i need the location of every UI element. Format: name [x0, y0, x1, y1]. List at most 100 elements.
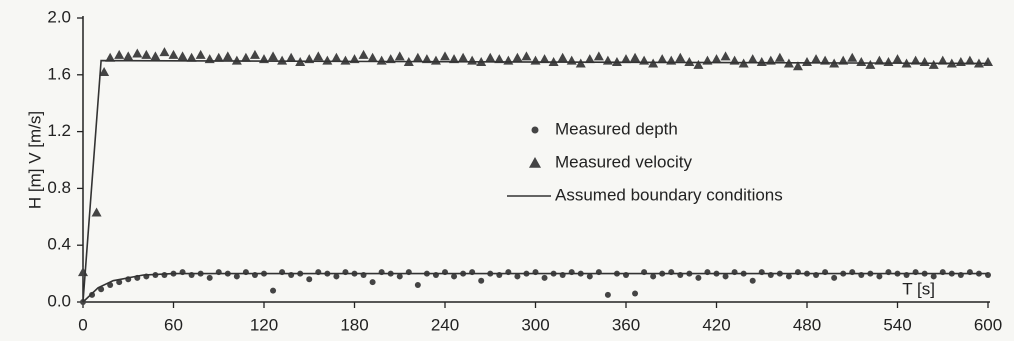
velocity-point [503, 55, 514, 65]
velocity-point [693, 59, 704, 69]
velocity-point [983, 57, 993, 67]
depth-point [604, 291, 611, 298]
x-tick-label: 360 [612, 315, 640, 334]
depth-point [514, 273, 521, 280]
velocity-point [249, 49, 260, 59]
depth-point [89, 291, 96, 298]
velocity-point [539, 54, 550, 64]
velocity-point [430, 55, 441, 65]
x-tick-label: 600 [974, 315, 1002, 334]
y-tick-label: 0.0 [47, 291, 71, 310]
y-axis-label: H [m] V [m/s] [25, 111, 44, 209]
velocity-point [847, 52, 858, 62]
depth-point [270, 287, 277, 294]
x-tick-label: 120 [250, 315, 278, 334]
velocity-point [494, 54, 505, 64]
depth-point [161, 272, 168, 279]
depth-point [478, 277, 485, 284]
velocity-point [331, 52, 342, 62]
x-tick-label: 240 [431, 315, 459, 334]
velocity-point [277, 55, 288, 65]
velocity-point [195, 49, 206, 59]
velocity-point [910, 55, 921, 65]
velocity-point [928, 59, 939, 69]
depth-point [369, 279, 376, 286]
velocity-point [711, 54, 722, 64]
velocity-point [159, 47, 170, 57]
velocity-point [602, 55, 613, 65]
velocity-point [177, 51, 188, 61]
velocity-point [892, 54, 903, 64]
velocity-point [684, 57, 695, 67]
depth-point [233, 273, 240, 280]
depth-point [586, 273, 593, 280]
x-tick-label: 420 [702, 315, 730, 334]
y-tick-label: 0.8 [47, 178, 71, 197]
velocity-point [566, 55, 577, 65]
depth-point [632, 290, 639, 297]
depth-point [650, 273, 657, 280]
velocity-point [955, 57, 966, 67]
y-tick-label: 2.0 [47, 7, 71, 26]
velocity-point [964, 55, 975, 65]
velocity-point [557, 52, 568, 62]
boundary-line [82, 272, 988, 303]
depth-point [333, 273, 340, 280]
velocity-point [358, 49, 369, 59]
depth-point [722, 273, 729, 280]
velocity-point [657, 54, 668, 64]
velocity-point [675, 52, 686, 62]
velocity-point [78, 267, 88, 277]
velocity-point [811, 54, 822, 64]
legend-symbol [531, 126, 539, 134]
y-tick-label: 1.2 [47, 121, 71, 140]
velocity-point [222, 51, 233, 61]
velocity-point [747, 54, 758, 64]
depth-point [785, 273, 792, 280]
velocity-point [231, 55, 242, 65]
x-axis-label: T [s] [902, 279, 935, 298]
velocity-point [322, 55, 333, 65]
velocity-point [240, 52, 251, 62]
x-tick-label: 300 [521, 315, 549, 334]
velocity-point [865, 59, 876, 69]
x-tick-label: 180 [340, 315, 368, 334]
velocity-point [114, 49, 125, 59]
depth-point [541, 274, 548, 281]
depth-point [749, 277, 756, 284]
velocity-point [150, 51, 161, 61]
velocity-point [756, 57, 767, 67]
velocity-point [91, 207, 102, 217]
boundary-line [82, 59, 989, 303]
legend-label: Measured depth [555, 119, 678, 138]
velocity-point [720, 51, 731, 61]
velocity-point [630, 52, 641, 62]
depth-point [930, 273, 937, 280]
depth-point [414, 281, 421, 288]
velocity-point [530, 55, 541, 65]
velocity-point [621, 54, 631, 64]
velocity-point [313, 51, 324, 61]
x-tick-label: 480 [793, 315, 821, 334]
velocity-point [213, 52, 224, 62]
x-tick-label: 60 [164, 315, 183, 334]
velocity-point [856, 57, 867, 67]
depth-point [695, 274, 702, 281]
depth-point [451, 273, 458, 280]
depth-point [831, 274, 838, 281]
velocity-point [458, 52, 469, 62]
velocity-point [774, 52, 785, 62]
velocity-point [168, 49, 179, 59]
velocity-point [123, 51, 134, 61]
velocity-point [485, 52, 496, 62]
velocity-point [883, 57, 894, 67]
depth-point [306, 276, 313, 283]
y-tick-label: 1.6 [47, 64, 71, 83]
velocity-point [792, 61, 803, 71]
depth-point [206, 274, 213, 281]
velocity-point [99, 66, 110, 76]
velocity-point [521, 51, 532, 61]
velocity-point [512, 52, 523, 62]
velocity-point [584, 54, 595, 64]
